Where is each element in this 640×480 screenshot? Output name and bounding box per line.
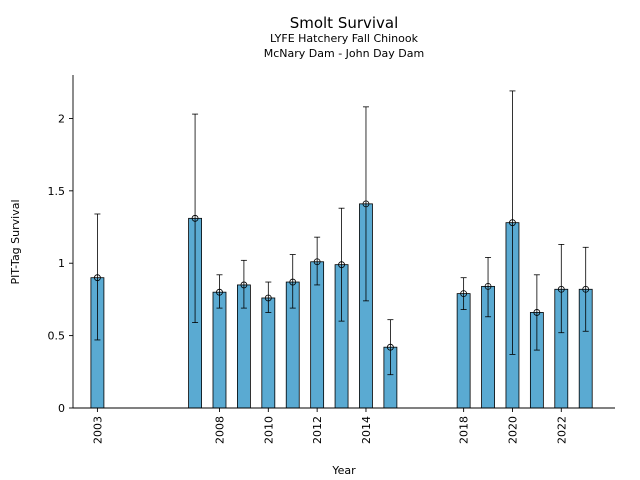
- x-tick-label: 2010: [262, 416, 275, 444]
- x-tick-label: 2014: [360, 416, 373, 444]
- data-point: [191, 214, 199, 222]
- bars-group: [90, 203, 593, 409]
- chart-title: Smolt Survival: [290, 14, 399, 32]
- x-tick-label: 2008: [213, 416, 226, 444]
- x-tick-label: 2022: [555, 416, 568, 444]
- y-axis-label: PIT-Tag Survival: [9, 199, 22, 284]
- points-group: [94, 200, 590, 351]
- data-point: [362, 200, 370, 208]
- x-tick-label: 2003: [91, 416, 104, 444]
- x-tick-label: 2020: [506, 416, 519, 444]
- data-point: [240, 281, 248, 289]
- data-point: [386, 343, 394, 351]
- data-point: [94, 274, 101, 282]
- y-tick-label: 1: [58, 257, 65, 270]
- y-tick-label: 0: [58, 402, 65, 415]
- y-axis-ticks: 0 0.5 1 1.5 2: [48, 112, 73, 415]
- x-axis-ticks: 2003 2008 2010 2012 2014 2018 2020 2022: [91, 408, 568, 444]
- bar: [212, 291, 227, 409]
- error-bars-group: [94, 90, 589, 376]
- x-tick-label: 2018: [458, 416, 471, 444]
- y-tick-label: 2: [58, 112, 65, 125]
- data-point: [264, 294, 272, 302]
- bar: [261, 297, 276, 409]
- data-point: [289, 278, 297, 286]
- data-point: [313, 258, 321, 266]
- y-tick-label: 1.5: [48, 185, 66, 198]
- data-point: [557, 285, 565, 293]
- x-tick-label: 2012: [311, 416, 324, 444]
- data-point: [582, 285, 590, 293]
- data-point: [509, 219, 516, 227]
- bar: [456, 293, 471, 409]
- chart-subtitle-line-2: McNary Dam - John Day Dam: [264, 47, 424, 60]
- data-point: [216, 288, 223, 296]
- chart-subtitle-line-1: LYFE Hatchery Fall Chinook: [270, 32, 419, 45]
- data-point: [338, 261, 345, 269]
- x-axis-label: Year: [331, 464, 356, 477]
- data-point: [533, 309, 541, 316]
- data-point: [484, 282, 492, 290]
- data-point: [460, 290, 468, 298]
- y-tick-label: 0.5: [48, 330, 66, 343]
